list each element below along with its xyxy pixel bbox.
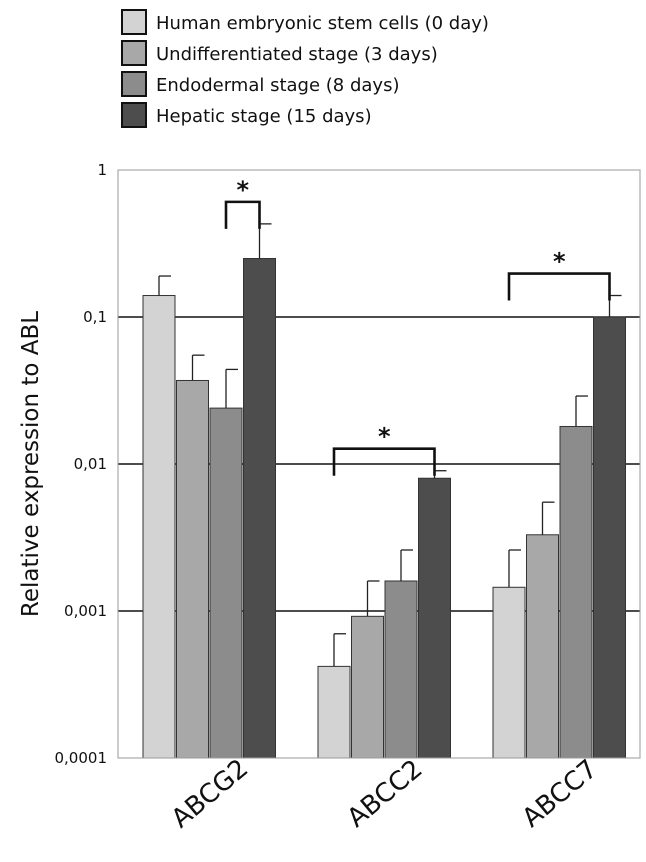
y-tick-label: 0,01 — [74, 455, 107, 473]
legend-swatch — [121, 71, 147, 97]
bar — [351, 615, 384, 759]
significance-bracket — [332, 447, 436, 476]
bar — [526, 534, 559, 759]
legend-swatch — [121, 102, 147, 128]
significance-bracket — [224, 200, 261, 229]
bar — [593, 316, 626, 759]
y-tick-label: 0,0001 — [55, 749, 108, 767]
y-axis-ticks: 1 0,1 0,01 0,001 0,0001 — [55, 161, 108, 767]
error-bars — [158, 223, 622, 667]
bar — [142, 295, 176, 759]
legend: Human embryonic stem cells (0 day) Undiff… — [121, 9, 489, 128]
bar — [559, 425, 593, 759]
plot-frame — [117, 169, 641, 759]
category-label: ABCG2 — [166, 753, 254, 834]
bar — [418, 477, 451, 759]
bars — [142, 258, 626, 759]
y-tick-label: 1 — [97, 161, 107, 179]
category-label: ABCC7 — [517, 754, 604, 834]
significance-bracket — [507, 272, 611, 301]
significance-star: * — [553, 248, 566, 276]
bar — [492, 586, 526, 759]
bar — [317, 665, 351, 759]
legend-swatch — [121, 40, 147, 66]
bar — [209, 407, 243, 759]
y-tick-label: 0,001 — [64, 602, 107, 620]
bar — [176, 379, 209, 759]
y-axis-label: Relative expression to ABL — [18, 311, 44, 617]
legend-swatch — [121, 9, 147, 35]
x-axis-labels: ABCG2 ABCC2 ABCC7 — [166, 753, 603, 834]
bar — [243, 258, 276, 759]
significance-brackets: * * * — [224, 176, 611, 476]
legend-label: Human embryonic stem cells (0 day) — [156, 13, 489, 34]
bar — [384, 580, 418, 759]
category-label: ABCC2 — [342, 754, 429, 834]
legend-label: Endodermal stage (8 days) — [156, 75, 399, 96]
legend-label: Undifferentiated stage (3 days) — [156, 44, 438, 65]
legend-label: Hepatic stage (15 days) — [156, 106, 372, 127]
y-tick-label: 0,1 — [83, 308, 107, 326]
significance-star: * — [236, 176, 249, 204]
significance-star: * — [378, 423, 391, 451]
